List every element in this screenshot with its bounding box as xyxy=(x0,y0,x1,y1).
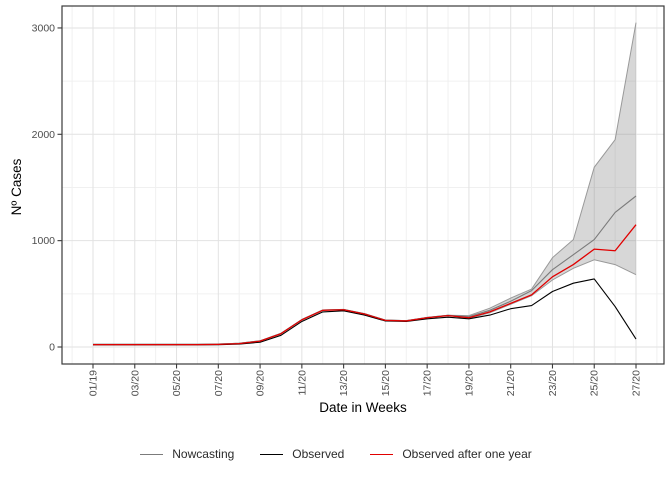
legend-label-nowcasting: Nowcasting xyxy=(172,447,235,461)
nowcasting-line-swatch-icon xyxy=(140,453,164,455)
x-axis-title: Date in Weeks xyxy=(319,400,407,415)
grid-minor xyxy=(62,6,664,364)
observed-line-swatch-icon xyxy=(260,453,284,455)
x-tick-label: 09/20 xyxy=(255,370,267,396)
panel-background xyxy=(62,6,664,364)
y-tick-label: 2000 xyxy=(32,129,56,141)
chart-legend: Nowcasting Observed Observed after one y… xyxy=(0,447,672,461)
x-tick-label: 23/20 xyxy=(547,370,559,396)
y-tick-label: 0 xyxy=(49,342,55,354)
x-tick-label: 01/19 xyxy=(88,370,100,396)
panel-border xyxy=(61,5,665,365)
legend-item-nowcasting: Nowcasting xyxy=(140,447,234,461)
x-tick-label: 03/20 xyxy=(129,370,141,396)
x-tick-label: 27/20 xyxy=(631,370,643,396)
grid-major xyxy=(62,6,664,364)
observed-after-one-year-line-swatch-icon xyxy=(370,453,394,455)
x-tick-label: 21/20 xyxy=(505,370,517,396)
y-axis-title: Nº Cases xyxy=(9,158,24,216)
x-tick-label: 17/20 xyxy=(422,370,434,396)
legend-item-observed: Observed xyxy=(260,447,344,461)
x-tick-label: 13/20 xyxy=(338,370,350,396)
x-tick-label: 11/20 xyxy=(296,370,308,396)
legend-label-observed: Observed xyxy=(292,447,345,461)
axis-ticks xyxy=(57,27,637,369)
x-tick-label: 05/20 xyxy=(171,370,183,396)
y-tick-label: 1000 xyxy=(32,235,56,247)
y-tick-label: 3000 xyxy=(32,22,56,34)
x-tick-label: 15/20 xyxy=(380,370,392,396)
x-tick-label: 25/20 xyxy=(589,370,601,396)
legend-item-observed-after-one-year: Observed after one year xyxy=(370,447,532,461)
x-tick-label: 19/20 xyxy=(463,370,475,396)
observed-after-one-year-line xyxy=(93,224,637,346)
legend-label-observed-after-one-year: Observed after one year xyxy=(402,447,532,461)
x-tick-label: 07/20 xyxy=(213,370,225,396)
